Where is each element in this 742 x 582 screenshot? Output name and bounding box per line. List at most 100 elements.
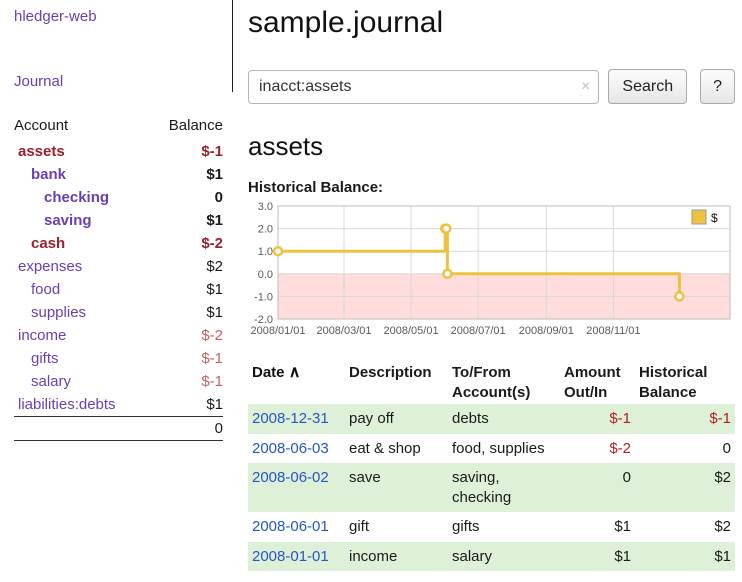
transaction-balance: $2 (714, 518, 731, 535)
account-balance: 0 (214, 189, 223, 206)
transaction-description: pay off (349, 410, 394, 427)
account-balance: $2 (206, 258, 223, 275)
sidebar-item-journal: Journal (14, 73, 223, 90)
y-tick-label: -2.0 (254, 314, 273, 326)
register-header-row: Date ∧ Description To/From Account(s) Amo… (248, 361, 735, 404)
y-tick-label: 1.0 (258, 246, 273, 258)
account-link[interactable]: income (18, 327, 67, 344)
page-title: sample.journal (248, 6, 444, 39)
account-balance: $-2 (201, 235, 223, 252)
transaction-balance: $2 (714, 469, 731, 486)
transaction-amount: 0 (622, 469, 631, 486)
account-balance: $-1 (201, 373, 223, 390)
account-link[interactable]: salary (31, 373, 72, 390)
account-row: food $1 (14, 278, 223, 301)
transaction-date-link[interactable]: 2008-06-03 (252, 439, 329, 457)
transaction-amount: $-2 (609, 439, 631, 457)
transaction-balance: 0 (722, 439, 731, 457)
header-amount: Amount Out/In (564, 364, 621, 401)
legend-label: $ (711, 211, 718, 225)
data-point-marker (441, 223, 452, 234)
account-link[interactable]: liabilities:debts (18, 396, 116, 413)
help-button[interactable]: ? (700, 69, 735, 104)
transaction-date-link[interactable]: 2008-06-01 (252, 518, 329, 535)
account-link[interactable]: food (31, 281, 61, 298)
search-box: × (248, 69, 600, 104)
transaction-balance: $-1 (709, 410, 731, 427)
register-row: 2008-06-02 save saving, checking 0 $2 (248, 463, 735, 512)
y-tick-label: 0.0 (258, 269, 273, 281)
account-heading: assets (248, 131, 324, 161)
account-balance: $1 (206, 166, 223, 183)
accounts-header-balance: Balance (168, 117, 223, 134)
account-balance: $1 (206, 304, 223, 321)
plot-border (277, 205, 731, 320)
account-row: expenses $2 (14, 255, 223, 278)
search-bar: × Search ? (248, 69, 735, 104)
data-point-marker (674, 291, 685, 302)
transaction-date-link[interactable]: 2008-01-01 (252, 547, 329, 565)
account-link[interactable]: supplies (31, 304, 87, 321)
search-button[interactable]: Search (608, 69, 688, 104)
date-sort-link[interactable]: Date ∧ (252, 364, 301, 381)
chart-title: Historical Balance: (248, 179, 384, 196)
account-link[interactable]: saving (44, 212, 92, 229)
y-tick-label: 3.0 (258, 201, 273, 213)
x-tick-label: 2008/09/01 (519, 325, 574, 337)
transaction-accounts: gifts (452, 518, 480, 535)
account-row: gifts $-1 (14, 347, 223, 370)
transaction-date-link[interactable]: 2008-12-31 (252, 410, 329, 427)
account-balance: $1 (206, 212, 223, 229)
account-link[interactable]: bank (31, 166, 67, 183)
y-tick-label: -1.0 (254, 291, 273, 303)
account-row: cash $-2 (14, 232, 223, 255)
sidebar-divider (232, 0, 233, 92)
clear-search-icon[interactable]: × (581, 77, 591, 95)
y-tick-label: 2.0 (258, 224, 273, 236)
transaction-accounts: food, supplies (452, 439, 545, 457)
app-title-link[interactable]: hledger-web (14, 8, 97, 25)
x-tick-label: 2008/03/01 (316, 325, 371, 337)
transaction-description: income (349, 547, 398, 565)
transaction-amount: $-1 (609, 410, 631, 427)
account-row: salary $-1 (14, 370, 223, 393)
transaction-accounts: salary (452, 547, 493, 565)
register-table: Date ∧ Description To/From Account(s) Amo… (248, 361, 735, 571)
x-tick-label: 2008/05/01 (384, 325, 439, 337)
account-link[interactable]: expenses (18, 258, 83, 275)
register-row: 2008-06-01 gift gifts $1 $2 (248, 512, 735, 542)
transaction-description: gift (349, 518, 370, 535)
legend-swatch (691, 209, 707, 225)
account-row: bank $1 (14, 163, 223, 186)
account-balance: $1 (206, 281, 223, 298)
main-content: sample.journal × Search ? assets Histori… (248, 0, 735, 571)
accounts-header-row: Account Balance (14, 114, 223, 140)
account-link[interactable]: checking (44, 189, 110, 206)
journal-link[interactable]: Journal (14, 73, 64, 90)
account-balance: $-1 (201, 350, 223, 367)
search-input[interactable] (248, 69, 600, 104)
header-date: Date ∧ (248, 361, 345, 404)
sidebar: hledger-web Journal Account Balance asse… (0, 0, 233, 582)
account-link[interactable]: gifts (31, 350, 59, 367)
register-row: 2008-12-31 pay off debts $-1 $-1 (248, 404, 735, 434)
transaction-date-link[interactable]: 2008-06-02 (252, 469, 329, 486)
transaction-amount: $1 (614, 547, 631, 565)
account-link[interactable]: cash (31, 235, 66, 252)
account-row: saving $1 (14, 209, 223, 232)
transaction-amount: $1 (614, 518, 631, 535)
accounts-header-account: Account (14, 117, 69, 134)
register-row: 2008-06-03 eat & shop food, supplies $-2… (248, 434, 735, 464)
account-link[interactable]: assets (18, 143, 65, 160)
account-row: supplies $1 (14, 301, 223, 324)
transaction-description: save (349, 469, 381, 486)
transaction-accounts: debts (452, 410, 489, 427)
sort-ascending-icon: ∧ (288, 364, 301, 381)
data-point-marker (442, 268, 453, 280)
accounts-table: Account Balance assets $-1 bank $1 check… (14, 114, 223, 441)
header-balance: Historical Balance (639, 364, 708, 401)
x-tick-label: 2008/01/01 (250, 325, 305, 337)
account-balance: $-2 (201, 327, 223, 344)
account-row: liabilities:debts $1 (14, 393, 223, 417)
data-point-marker (272, 245, 284, 257)
